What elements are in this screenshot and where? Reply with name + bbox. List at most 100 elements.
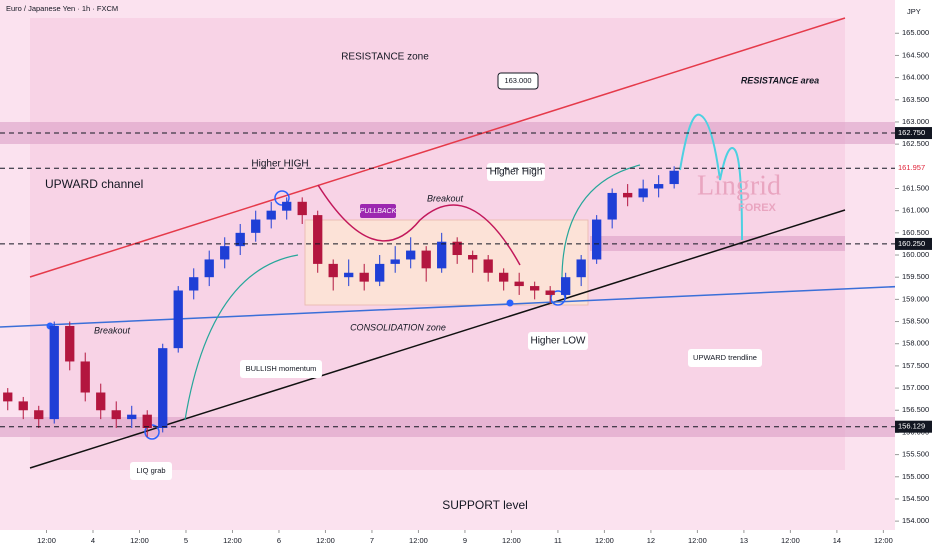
- x-tick-label: 12:00: [223, 536, 242, 545]
- candle-body: [49, 325, 59, 420]
- pullback-arc: [317, 184, 521, 266]
- label-box: [688, 349, 762, 367]
- candle-body: [34, 410, 44, 420]
- x-tick-label: 12:00: [688, 536, 707, 545]
- label-box: [497, 72, 539, 90]
- y-tick-label: 162.500: [902, 139, 929, 148]
- candle-body: [499, 272, 509, 282]
- watermark: Lingrid: [697, 170, 781, 201]
- candle-body: [251, 219, 261, 233]
- x-tick-label: 12:00: [409, 536, 428, 545]
- label-box: [360, 204, 396, 218]
- annotation: UPWARD channel: [45, 177, 143, 191]
- marker: [274, 190, 290, 206]
- annotation: RESISTANCE area: [741, 75, 819, 85]
- candle-body: [18, 401, 28, 411]
- candle-body: [437, 241, 447, 269]
- x-tick-label: 12:00: [130, 536, 149, 545]
- annotation: SUPPORT level: [442, 498, 528, 512]
- price-label-box: [895, 420, 932, 433]
- candle-body: [592, 219, 602, 260]
- candle-body: [468, 255, 478, 260]
- candle-body: [654, 184, 664, 189]
- candle-body: [282, 201, 292, 211]
- x-tick-label: 5: [184, 536, 188, 545]
- marker: [550, 290, 566, 306]
- annotation: UPWARD trendline: [693, 353, 757, 362]
- consolidation-box: [304, 219, 589, 306]
- annotation: LIQ grab: [136, 466, 165, 475]
- y-tick-label: 159.000: [902, 294, 929, 303]
- label-box: [130, 462, 172, 480]
- x-tick-label: 7: [370, 536, 374, 545]
- candle-body: [158, 348, 168, 428]
- y-tick-label: 161.000: [902, 206, 929, 215]
- watermark: FOREX: [738, 202, 777, 214]
- annotation: RESISTANCE zone: [341, 52, 429, 63]
- projection: [679, 113, 743, 241]
- y-tick-label: 163.000: [902, 117, 929, 126]
- annotation: Breakout: [427, 193, 464, 203]
- annotation: Higher High: [490, 167, 543, 178]
- annotation: 163.000: [504, 76, 531, 85]
- candle-body: [390, 259, 400, 264]
- price-label: 156.129: [898, 422, 925, 431]
- y-tick-label: 160.000: [902, 250, 929, 259]
- support-band: [0, 417, 895, 437]
- y-tick-label: 164.500: [902, 50, 929, 59]
- candle-body: [406, 250, 416, 260]
- annotation: BULLISH momentum: [246, 364, 317, 373]
- x-tick-label: 13: [740, 536, 748, 545]
- y-tick-label: 157.000: [902, 383, 929, 392]
- resistance-band: [0, 122, 895, 144]
- candles: [3, 166, 679, 437]
- annotation: CONSOLIDATION zone: [350, 322, 446, 332]
- candle-body: [189, 277, 199, 291]
- y-tick-label: 158.500: [902, 317, 929, 326]
- candle-body: [204, 259, 214, 278]
- candle-body: [142, 414, 152, 428]
- y-tick-label: 154.000: [902, 516, 929, 525]
- candle-body: [375, 263, 385, 282]
- candle-body: [638, 188, 648, 198]
- candle-body: [561, 277, 571, 295]
- x-tick-label: 12: [647, 536, 655, 545]
- candle-body: [483, 259, 493, 273]
- candle-body: [607, 192, 617, 220]
- y-tick-label: 155.000: [902, 472, 929, 481]
- candle-body: [3, 392, 13, 402]
- currency: JPY: [907, 7, 921, 16]
- time-axis: [0, 530, 895, 550]
- x-tick-label: 12:00: [502, 536, 521, 545]
- y-tick-label: 163.500: [902, 95, 929, 104]
- price-label-box: [895, 237, 932, 250]
- candle-body: [328, 263, 338, 278]
- marker: [506, 299, 514, 307]
- x-tick-label: 12:00: [316, 536, 335, 545]
- candle-body: [452, 241, 462, 256]
- y-tick-label: 160.500: [902, 228, 929, 237]
- x-tick-label: 6: [277, 536, 281, 545]
- x-tick-label: 9: [463, 536, 467, 545]
- marker: [144, 424, 160, 440]
- candle-body: [576, 259, 586, 278]
- y-tick-label: 157.500: [902, 361, 929, 370]
- x-tick-label: 12:00: [595, 536, 614, 545]
- momentum-arrow: [561, 164, 641, 286]
- label-box: [528, 332, 588, 350]
- candle-body: [266, 210, 276, 220]
- price-label-box: [895, 162, 932, 175]
- label-box: [240, 360, 322, 378]
- price-label: 160.250: [898, 239, 925, 248]
- candle-body: [297, 201, 307, 216]
- annotation: Breakout: [94, 325, 131, 335]
- header: Euro / Japanese Yen · 1h · FXCM: [6, 4, 118, 13]
- candle-body: [623, 192, 633, 198]
- candle-body: [359, 272, 369, 282]
- annotation: Higher HIGH: [251, 159, 308, 170]
- price-label-box: [895, 127, 932, 140]
- candle-body: [173, 290, 183, 349]
- y-tick-label: 165.000: [902, 28, 929, 37]
- annotation: Higher LOW: [530, 336, 586, 347]
- candle-body: [313, 215, 323, 264]
